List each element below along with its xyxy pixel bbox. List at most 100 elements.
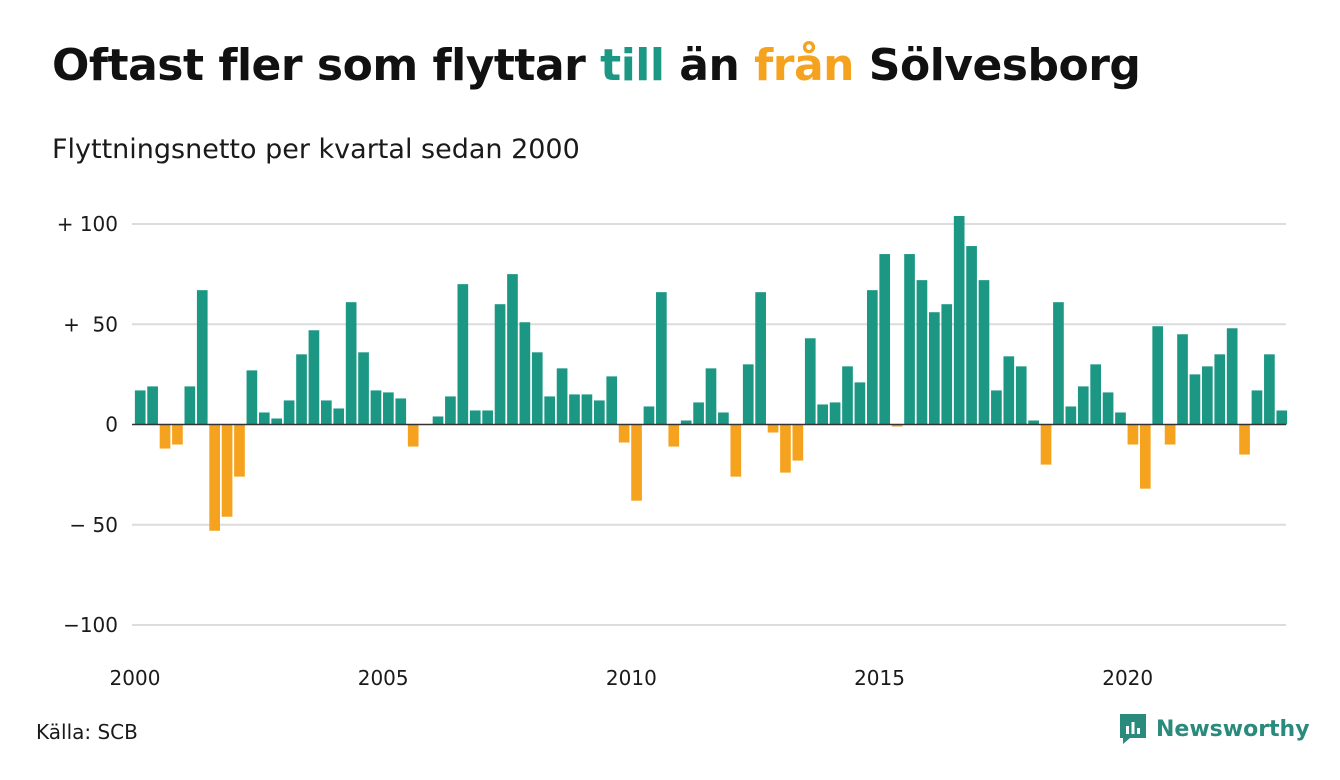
brand-name: Newsworthy bbox=[1156, 716, 1310, 742]
x-tick-label: 2000 bbox=[110, 666, 161, 690]
bar bbox=[234, 424, 245, 477]
y-axis-labels: + 100 + 50 0 − 50 −100 bbox=[57, 212, 118, 637]
bar bbox=[258, 412, 270, 425]
bar bbox=[581, 394, 593, 425]
bar bbox=[1040, 424, 1052, 465]
bar bbox=[668, 424, 680, 447]
bar bbox=[1028, 420, 1039, 425]
source-label: Källa: SCB bbox=[36, 720, 138, 744]
bar bbox=[333, 408, 345, 425]
bar bbox=[916, 280, 928, 425]
bar bbox=[1226, 328, 1238, 425]
bar bbox=[742, 364, 754, 425]
bar bbox=[656, 292, 667, 425]
title-word-fran: från bbox=[754, 40, 854, 91]
bar bbox=[792, 424, 804, 461]
bar bbox=[159, 424, 171, 449]
bar bbox=[383, 392, 394, 425]
bar bbox=[445, 396, 456, 425]
bar bbox=[953, 215, 965, 425]
bar bbox=[631, 424, 642, 501]
bar bbox=[469, 410, 481, 425]
y-tick-label: + 50 bbox=[63, 312, 118, 336]
bar bbox=[1164, 424, 1176, 445]
x-axis-labels: 2000 2005 2010 2015 2020 bbox=[110, 666, 1154, 690]
bar bbox=[1152, 326, 1164, 425]
bar bbox=[618, 424, 630, 443]
bar bbox=[1065, 406, 1077, 425]
bar bbox=[1189, 374, 1201, 425]
bar bbox=[891, 424, 903, 427]
bar bbox=[1102, 392, 1114, 425]
bar bbox=[693, 402, 704, 425]
bar bbox=[1003, 356, 1015, 425]
bars bbox=[134, 215, 1288, 531]
chart-subtitle: Flyttningsnetto per kvartal sedan 2000 bbox=[52, 134, 580, 165]
bar bbox=[929, 312, 940, 425]
bar bbox=[556, 368, 568, 425]
title-part-3: än bbox=[664, 40, 755, 91]
bar bbox=[767, 424, 779, 433]
bar bbox=[904, 254, 915, 425]
y-tick-label: − 50 bbox=[69, 513, 118, 537]
bar bbox=[221, 424, 233, 517]
bar bbox=[879, 254, 891, 425]
bar bbox=[842, 366, 853, 425]
bar bbox=[358, 352, 369, 425]
bar bbox=[705, 368, 717, 425]
bar bbox=[321, 400, 332, 425]
title-word-till: till bbox=[600, 40, 665, 91]
bar bbox=[1214, 354, 1226, 425]
bar bbox=[1264, 354, 1275, 425]
bar bbox=[804, 338, 816, 425]
bar bbox=[718, 412, 729, 425]
x-tick-label: 2005 bbox=[358, 666, 409, 690]
bar bbox=[134, 390, 146, 425]
bar bbox=[1053, 302, 1064, 425]
bar bbox=[345, 302, 357, 425]
x-tick-label: 2010 bbox=[606, 666, 657, 690]
bar bbox=[519, 322, 531, 425]
bar bbox=[1139, 424, 1151, 489]
bar bbox=[507, 274, 518, 425]
newsworthy-logo: Newsworthy bbox=[1118, 712, 1310, 746]
bar bbox=[569, 394, 580, 425]
bar bbox=[283, 400, 295, 425]
bar bbox=[593, 400, 605, 425]
bar bbox=[271, 418, 283, 425]
bar bbox=[296, 354, 307, 425]
bar bbox=[978, 280, 990, 425]
bar bbox=[680, 420, 692, 425]
x-tick-label: 2020 bbox=[1102, 666, 1153, 690]
bar bbox=[1115, 412, 1126, 425]
bar bbox=[1077, 386, 1089, 425]
bar bbox=[966, 246, 977, 425]
grid-lines bbox=[132, 223, 1286, 626]
bar bbox=[1127, 424, 1139, 445]
chart-title: Oftast fler som flyttar till än från Söl… bbox=[52, 40, 1141, 91]
newsworthy-chart-icon bbox=[1120, 714, 1146, 744]
bar bbox=[991, 390, 1002, 425]
y-tick-label: 0 bbox=[105, 413, 118, 437]
y-tick-label: −100 bbox=[63, 613, 118, 637]
bar bbox=[1202, 366, 1213, 425]
bar bbox=[643, 406, 655, 425]
bar bbox=[370, 390, 382, 425]
bar bbox=[147, 386, 158, 425]
bar bbox=[494, 304, 506, 425]
bar bbox=[854, 382, 866, 425]
title-part-1: Oftast fler som flyttar bbox=[52, 40, 601, 91]
bar bbox=[308, 330, 320, 425]
bar bbox=[1090, 364, 1101, 425]
x-tick-label: 2015 bbox=[854, 666, 905, 690]
bar bbox=[817, 404, 829, 425]
bar bbox=[1239, 424, 1250, 455]
bar bbox=[829, 402, 841, 425]
bar bbox=[395, 398, 407, 425]
bar bbox=[730, 424, 742, 477]
bar bbox=[531, 352, 543, 425]
bar bbox=[1276, 410, 1288, 425]
bar bbox=[209, 424, 220, 531]
bar bbox=[457, 284, 469, 425]
